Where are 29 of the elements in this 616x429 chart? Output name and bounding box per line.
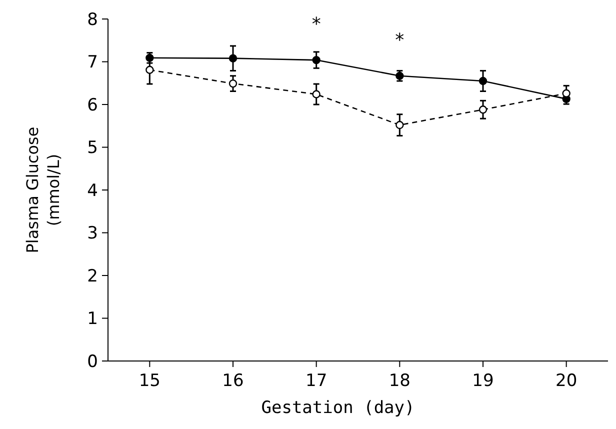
point <box>478 106 488 114</box>
annotation: * <box>395 30 404 51</box>
y-tick-label: 6 <box>87 95 98 116</box>
x-tick-label: 19 <box>472 371 494 391</box>
annotation: * <box>312 14 321 36</box>
point <box>312 90 320 98</box>
y-tick-label: 7 <box>87 52 98 73</box>
y-tick-label: 4 <box>87 180 98 201</box>
y-tick-label: 3 <box>87 224 98 244</box>
point <box>396 72 404 80</box>
y-tick-label: 1 <box>87 309 98 330</box>
y-axis-title: Plasma Glucose (mmol/L) <box>23 126 63 254</box>
point <box>478 76 488 86</box>
point <box>228 79 238 88</box>
y-tick-label: 8 <box>87 10 98 30</box>
point <box>146 66 154 74</box>
x-tick-label: 20 <box>556 371 578 391</box>
y-tick-label: 2 <box>87 266 98 286</box>
y-tick-label: 0 <box>87 352 98 372</box>
y-tick-label: 5 <box>87 138 98 158</box>
x-tick-label: 15 <box>138 371 160 391</box>
x-axis-title: Gestation (day) <box>261 398 415 418</box>
point <box>228 54 238 62</box>
x-tick-label: 17 <box>306 371 328 391</box>
point <box>562 89 570 98</box>
point <box>312 56 320 64</box>
x-tick-label: 18 <box>388 371 410 391</box>
point <box>396 120 404 130</box>
x-tick-label: 16 <box>222 371 244 391</box>
